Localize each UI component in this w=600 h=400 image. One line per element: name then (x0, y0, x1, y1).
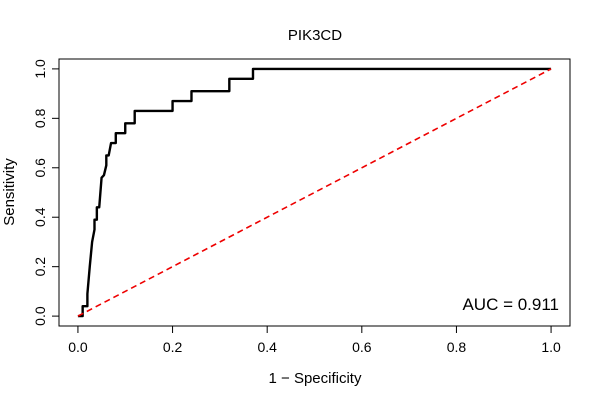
y-tick-label: 0.4 (32, 207, 48, 227)
y-tick-label: 1.0 (32, 59, 48, 79)
roc-curve-line (77, 67, 552, 318)
y-axis-label: Sensitivity (1, 158, 18, 226)
x-tick-label: 0.0 (68, 339, 88, 355)
x-tick-label: 1.0 (541, 339, 561, 355)
x-tick-label: 0.4 (257, 339, 277, 355)
y-tick-label: 0.2 (32, 257, 48, 277)
chart-title: PIK3CD (288, 27, 342, 44)
auc-annotation: AUC = 0.911 (462, 295, 559, 314)
y-tick-label: 0.6 (32, 158, 48, 178)
y-tick-label: 0.0 (32, 306, 48, 326)
y-axis: 0.0 0.2 0.4 0.6 0.8 1.0 (32, 59, 60, 326)
x-tick-label: 0.6 (352, 339, 372, 355)
x-tick-label: 0.2 (163, 339, 183, 355)
x-tick-label: 0.8 (447, 339, 467, 355)
x-axis: 0.0 0.2 0.4 0.6 0.8 1.0 (68, 325, 561, 355)
y-tick-label: 0.8 (32, 108, 48, 128)
series-layer (77, 67, 552, 318)
x-axis-label: 1 − Specificity (269, 370, 362, 387)
reference-diagonal-line (77, 68, 552, 317)
